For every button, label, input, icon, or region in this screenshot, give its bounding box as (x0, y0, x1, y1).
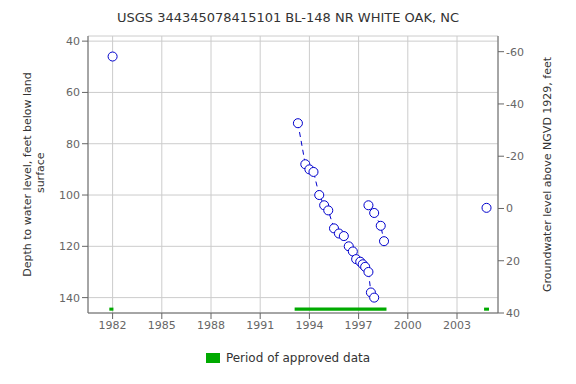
svg-text:100: 100 (59, 189, 80, 202)
html-text:USGS 344345078415101 BL-148 NR: USGS 344345078415101 BL-148 NR WHITE OAK… (116, 10, 460, 25)
svg-text:20: 20 (506, 255, 520, 268)
svg-text:Groundwater level above NGVD 1: Groundwater level above NGVD 1929, feet (541, 56, 554, 292)
svg-text:1994: 1994 (295, 319, 323, 332)
svg-text:1991: 1991 (246, 319, 274, 332)
svg-text:60: 60 (66, 86, 80, 99)
svg-text:0: 0 (506, 202, 513, 215)
html-text:Period of approved data: Period of approved data (225, 351, 371, 365)
svg-text:1982: 1982 (99, 319, 127, 332)
svg-text:140: 140 (59, 292, 80, 305)
svg-text:1985: 1985 (148, 319, 176, 332)
svg-text:80: 80 (66, 138, 80, 151)
svg-text:-20: -20 (506, 150, 524, 163)
svg-text:2003: 2003 (443, 319, 471, 332)
svg-text:Depth to water level, feet bel: Depth to water level, feet below land su… (21, 72, 47, 277)
svg-text:1988: 1988 (197, 319, 225, 332)
svg-text:1997: 1997 (345, 319, 373, 332)
svg-text:40: 40 (506, 307, 520, 320)
svg-text:120: 120 (59, 240, 80, 253)
svg-text:-40: -40 (506, 98, 524, 111)
svg-text:-60: -60 (506, 46, 524, 59)
svg-text:40: 40 (66, 35, 80, 48)
svg-text:2000: 2000 (394, 319, 422, 332)
